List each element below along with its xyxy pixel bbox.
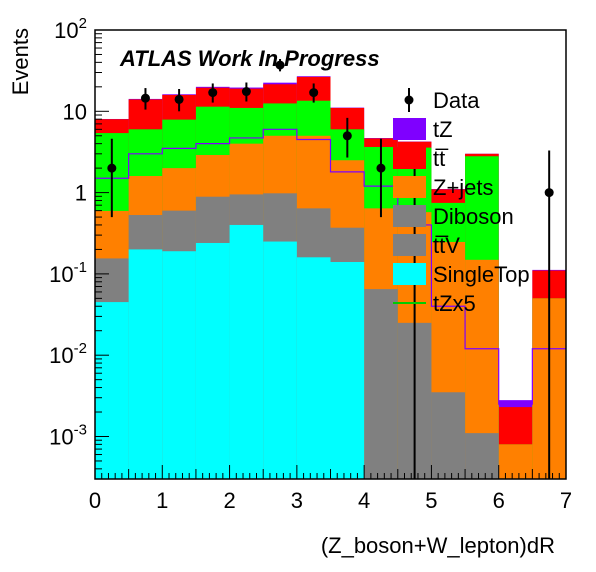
x-tick-label-4: 4 <box>358 488 370 513</box>
tzx5-line <box>95 128 566 405</box>
legend-5-swatch <box>393 234 426 256</box>
x-tick-label-0: 0 <box>89 488 101 513</box>
data-point-10 <box>544 188 554 198</box>
data-point-4 <box>241 87 251 97</box>
bar-ttv-10 <box>431 392 466 479</box>
y-axis-label: Events <box>8 28 33 95</box>
legend-0-marker <box>404 95 414 105</box>
bar-ttv-8 <box>364 289 398 479</box>
bar-singletop-4 <box>229 224 264 479</box>
data-point-0 <box>107 163 117 173</box>
legend-0-label: Data <box>433 88 480 113</box>
legend-3-label: Z+jets <box>433 175 494 200</box>
y-tick-label-2: 10-1 <box>49 259 87 287</box>
bar-singletop-0 <box>95 302 129 479</box>
legend: Data tZ tt̅ Z+jets Diboson tt̅V SingleTop tZx5 <box>393 88 530 316</box>
data-point-3 <box>208 88 218 98</box>
bar-singletop-2 <box>162 251 196 479</box>
y-tick-label-4: 10 <box>63 99 87 124</box>
bar-zjets-12 <box>498 444 533 479</box>
y-tick-label-5: 102 <box>54 15 87 43</box>
data-point-2 <box>174 94 184 104</box>
data-point-6 <box>309 88 319 98</box>
x-tick-label-2: 2 <box>223 488 235 513</box>
data-point-5 <box>275 60 285 70</box>
legend-6-label: SingleTop <box>433 262 530 287</box>
chart-title: ATLAS Work In Progress <box>119 46 380 71</box>
x-tick-label-5: 5 <box>425 488 437 513</box>
axes: 0 1 2 3 4 5 6 7 10-3 10-2 10-1 1 10 102 <box>49 15 572 513</box>
bar-singletop-3 <box>195 242 230 479</box>
bar-ttv-11 <box>465 433 499 479</box>
legend-1-swatch <box>393 118 426 140</box>
legend-5-label: tt̅V <box>433 233 460 258</box>
legend-3-swatch <box>393 176 426 198</box>
x-tick-label-6: 6 <box>493 488 505 513</box>
data-point-7 <box>342 131 352 141</box>
bar-singletop-1 <box>128 249 163 479</box>
x-axis-label: (Z_boson+W_lepton)dR <box>321 533 555 558</box>
x-tick-label-3: 3 <box>291 488 303 513</box>
legend-4-swatch <box>393 205 426 227</box>
y-tick-label-3: 1 <box>75 181 87 206</box>
bar-singletop-5 <box>263 241 297 479</box>
legend-6-swatch <box>393 263 426 285</box>
data-point-8 <box>376 163 386 173</box>
x-tick-label-1: 1 <box>156 488 168 513</box>
legend-2-label: tt̅ <box>433 146 449 171</box>
legend-2-swatch <box>393 147 426 169</box>
data-point-1 <box>140 93 150 103</box>
y-tick-label-1: 10-2 <box>49 340 87 368</box>
bar-singletop-7 <box>330 262 365 479</box>
x-tick-label-7: 7 <box>560 488 572 513</box>
legend-1-label: tZ <box>433 117 453 142</box>
bar-singletop-6 <box>296 257 331 479</box>
legend-7-label: tZx5 <box>433 291 476 316</box>
legend-4-label: Diboson <box>433 204 514 229</box>
y-tick-label-0: 10-3 <box>49 421 87 449</box>
